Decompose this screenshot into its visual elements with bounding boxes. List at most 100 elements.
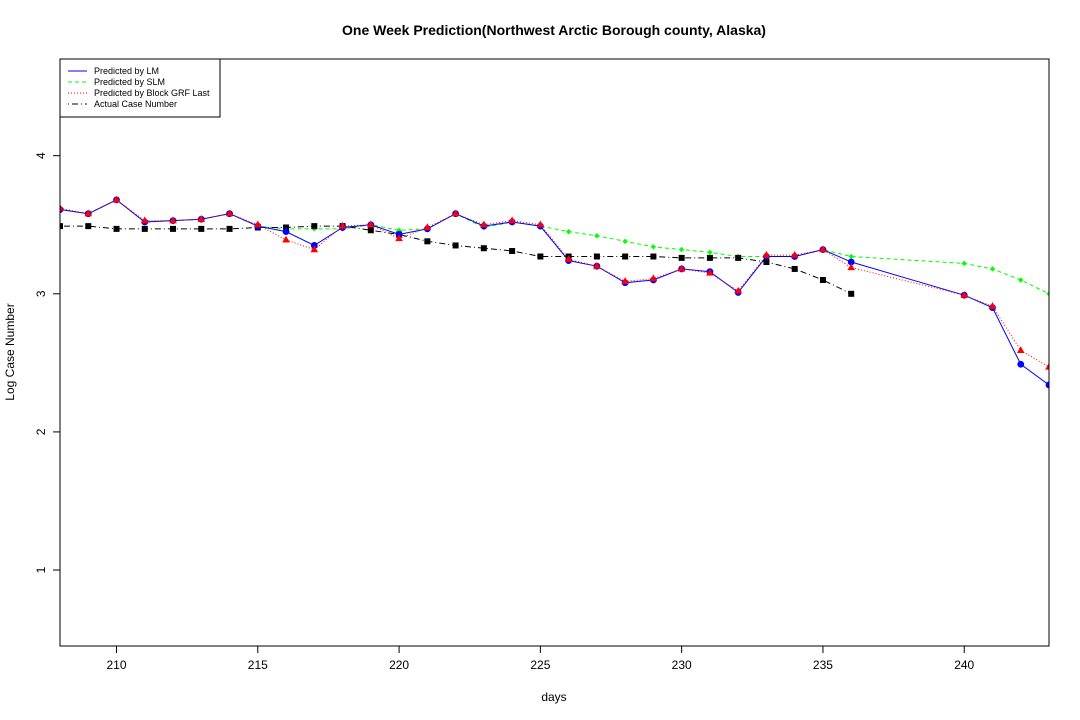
legend-label: Predicted by SLM [94,77,165,87]
data-point [60,223,63,230]
data-point [988,302,997,309]
x-tick-label: 220 [389,658,409,672]
y-tick-label: 2 [34,428,48,435]
y-axis: 1 2 3 4 [34,152,60,573]
data-point [225,209,234,217]
data-point [621,277,629,284]
data-point [170,225,177,232]
data-point [367,220,375,228]
data-point [622,238,628,245]
data-point [734,286,742,294]
data-point [1046,291,1049,297]
legend-label: Actual Case Number [94,99,177,109]
data-point [848,253,854,260]
series-line [60,199,1049,368]
data-point [508,216,516,224]
data-point [283,224,290,231]
data-point [707,249,713,256]
data-point [480,220,488,228]
data-point [198,225,205,232]
data-point [480,245,487,252]
data-point [282,235,290,243]
data-point [367,227,374,234]
x-axis: 210 215 220 225 230 235 240 [106,646,975,672]
data-point [622,253,629,260]
data-point [338,221,347,229]
x-tick-label: 215 [248,658,268,672]
y-axis-label: Log Case Number [3,303,17,400]
series-points-actual-case-number [60,223,855,297]
data-point [537,253,544,260]
data-point [649,274,658,282]
data-point [706,268,714,276]
data-point [254,220,262,228]
legend-label: Predicted by LM [94,66,159,76]
series-points-predicted-by-lm [60,196,1049,389]
data-point [847,263,855,271]
data-point [735,254,742,261]
data-point [310,245,319,253]
data-point [226,225,233,232]
plot-frame [59,58,1050,647]
data-point [650,253,657,260]
data-point [593,261,601,269]
data-point [140,216,149,224]
data-point [1045,381,1049,389]
data-point [790,250,799,258]
data-point [989,266,996,272]
data-point [848,290,855,297]
data-point [60,203,64,211]
data-point [763,259,770,266]
data-point [113,225,120,232]
x-tick-label: 235 [813,658,833,672]
data-point [791,265,798,272]
series-predicted-by-slm [60,199,1049,295]
data-point [847,258,855,266]
series-actual-case-number [60,225,852,295]
data-point [706,254,713,261]
data-point [395,234,403,242]
data-point [169,216,177,224]
data-point [1016,346,1025,354]
chart-title: One Week Prediction(Northwest Arctic Bor… [342,22,766,38]
series-line [60,199,1049,386]
data-point [536,220,545,228]
y-tick-label: 1 [34,566,48,573]
data-point [282,228,290,236]
data-point [961,260,967,267]
y-tick-label: 4 [34,152,48,159]
data-point [112,195,121,203]
data-point [1017,360,1025,368]
series-points-predicted-by-slm [60,197,1049,297]
x-tick-label: 230 [672,658,692,672]
series-points-predicted-by-block-grf-last [60,195,1049,370]
series-predicted-by-lm [60,199,1049,386]
data-point [762,250,771,258]
data-point [311,223,318,230]
x-tick-label: 240 [954,658,974,672]
data-point [566,228,572,235]
legend-box [59,58,221,118]
data-point [650,244,656,250]
data-point [594,232,600,239]
legend-label: Predicted by Block GRF Last [94,88,210,98]
series-line [60,199,1049,295]
data-point [84,209,93,217]
x-tick-label: 210 [106,658,126,672]
series-line [60,225,852,295]
data-point [424,238,431,245]
y-tick-label: 3 [34,290,48,297]
series-predicted-by-block-grf-last [60,199,1049,368]
data-point [678,254,685,261]
data-point [819,245,827,253]
x-axis-label: days [541,690,566,704]
data-point [679,246,685,253]
data-point [197,215,206,222]
data-point [819,276,826,283]
data-point [451,209,460,217]
data-point [509,247,516,254]
data-point [1018,277,1024,283]
data-point [396,227,402,234]
